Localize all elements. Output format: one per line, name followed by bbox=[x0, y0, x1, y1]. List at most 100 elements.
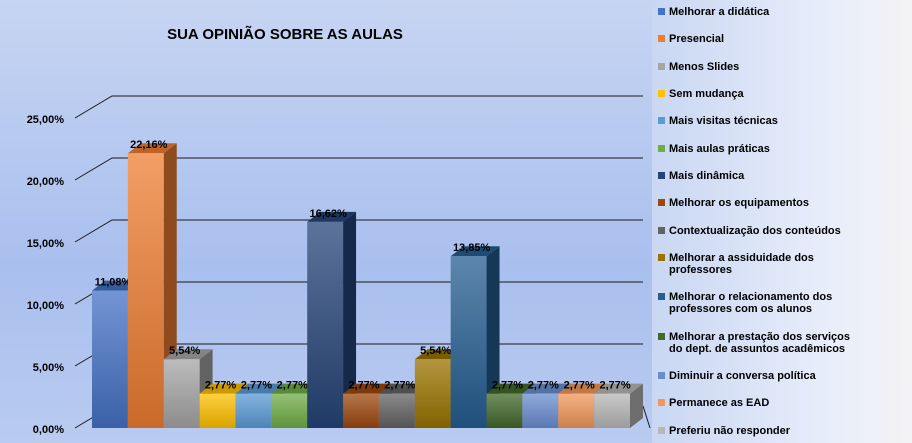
legend-swatch bbox=[658, 199, 665, 207]
plot: SUA OPINIÃO SOBRE AS AULAS 0,00% 5,00% 10,… bbox=[27, 25, 651, 436]
bar bbox=[558, 393, 595, 428]
bar bbox=[522, 393, 559, 428]
bar bbox=[163, 359, 200, 428]
legend-item: Melhorar a didática bbox=[658, 6, 912, 18]
legend-swatch bbox=[658, 399, 665, 407]
legend-item: Mais visitas técnicas bbox=[658, 115, 912, 127]
data-label: 2,77% bbox=[205, 380, 236, 392]
data-label: 2,77% bbox=[384, 380, 415, 392]
legend-swatch bbox=[658, 226, 665, 234]
data-label: 16,62% bbox=[309, 208, 347, 220]
legend-swatch bbox=[658, 172, 665, 180]
bar bbox=[127, 153, 164, 428]
legend-swatch bbox=[658, 144, 665, 152]
floor-edge bbox=[642, 405, 651, 429]
legend-swatch bbox=[658, 8, 665, 15]
data-label: 2,77% bbox=[492, 380, 523, 392]
bar-side bbox=[343, 211, 357, 428]
legend-item: Permanece as EAD bbox=[658, 397, 912, 409]
bar bbox=[414, 359, 451, 428]
bar-top bbox=[594, 383, 643, 394]
legend-item: Presencial bbox=[658, 33, 912, 45]
grid-line bbox=[74, 157, 643, 181]
bar bbox=[378, 393, 415, 428]
legend-label: Sem mudança bbox=[669, 88, 744, 101]
bar-top bbox=[163, 349, 213, 360]
legend-item: Melhorar a assiduidade dos professores bbox=[658, 252, 912, 276]
legend-label: Permanece as EAD bbox=[669, 397, 770, 410]
bar bbox=[307, 221, 344, 428]
legend-swatch bbox=[658, 293, 665, 301]
y-tick-label: 15,00% bbox=[27, 238, 65, 250]
legend-label: Diminuir a conversa política bbox=[669, 370, 816, 383]
bar-side bbox=[486, 246, 500, 428]
bar-top bbox=[522, 383, 572, 394]
legend-label: Melhorar a didática bbox=[669, 6, 770, 18]
legend-item: Sem mudança bbox=[658, 88, 912, 100]
y-tick-label: 25,00% bbox=[27, 114, 65, 126]
grid-line bbox=[74, 219, 643, 243]
legend-swatch bbox=[658, 90, 665, 98]
data-label: 5,54% bbox=[420, 345, 451, 357]
legend: Melhorar a didática Presencial Menos Slide… bbox=[652, 0, 912, 443]
legend-swatch bbox=[658, 35, 665, 43]
bar-top bbox=[235, 383, 285, 394]
legend-label: Mais aulas práticas bbox=[669, 142, 770, 155]
y-tick-label: 0,00% bbox=[33, 424, 64, 436]
bar-top bbox=[558, 383, 608, 394]
legend-swatch bbox=[658, 254, 665, 262]
legend-item: Preferiu não responder bbox=[658, 425, 912, 437]
data-label: 5,54% bbox=[169, 345, 200, 357]
bar-top bbox=[127, 143, 177, 154]
data-label: 2,77% bbox=[528, 380, 559, 392]
y-tick-label: 5,00% bbox=[33, 362, 64, 374]
legend-item: Melhorar os equipamentos bbox=[658, 197, 912, 209]
legend-label: Melhorar os equipamentos bbox=[669, 197, 809, 210]
bar bbox=[271, 393, 308, 428]
legend-label: Mais visitas técnicas bbox=[669, 115, 778, 128]
data-label: 22,16% bbox=[130, 139, 168, 151]
data-label: 2,77% bbox=[599, 380, 630, 392]
legend-swatch bbox=[658, 372, 665, 380]
bar-top bbox=[450, 246, 500, 257]
bar bbox=[199, 393, 236, 428]
data-label: 11,08% bbox=[95, 277, 132, 289]
legend-item: Mais aulas práticas bbox=[658, 143, 912, 155]
bar bbox=[92, 290, 128, 428]
legend-label: Melhorar o relacionamento dos professore… bbox=[669, 291, 833, 316]
legend-item: Melhorar a prestação dos serviços do dep… bbox=[658, 331, 912, 355]
legend-swatch bbox=[658, 426, 665, 434]
data-label: 2,77% bbox=[241, 380, 272, 392]
legend-label: Melhorar a prestação dos serviços do dep… bbox=[669, 330, 850, 355]
legend-item: Contextualização dos conteúdos bbox=[658, 225, 912, 237]
bar bbox=[594, 393, 630, 428]
bar bbox=[450, 256, 487, 428]
chart-title: SUA OPINIÃO SOBRE AS AULAS bbox=[167, 25, 403, 43]
legend-label: Menos Slides bbox=[669, 60, 740, 73]
legend-swatch bbox=[658, 62, 665, 70]
bar-top bbox=[307, 211, 357, 222]
y-tick-label: 20,00% bbox=[27, 176, 65, 188]
legend-label: Mais dinâmica bbox=[669, 170, 745, 183]
legend-swatch bbox=[658, 332, 665, 340]
legend-label: Preferiu não responder bbox=[669, 424, 791, 437]
y-tick-label: 10,00% bbox=[27, 300, 65, 312]
bar bbox=[235, 393, 272, 428]
legend-label: Melhorar a assiduidade dos professores bbox=[669, 252, 814, 277]
bar-top bbox=[486, 383, 536, 394]
legend-item: Menos Slides bbox=[658, 61, 912, 73]
legend-item: Diminuir a conversa política bbox=[658, 370, 912, 382]
data-label: 2,77% bbox=[564, 380, 595, 392]
bar bbox=[486, 393, 523, 428]
data-label: 13,85% bbox=[453, 242, 491, 254]
legend-item: Mais dinâmica bbox=[658, 170, 912, 182]
bar bbox=[343, 393, 379, 428]
legend-label: Presencial bbox=[669, 33, 725, 46]
bar-top bbox=[199, 383, 249, 394]
legend-swatch bbox=[658, 117, 665, 125]
legend-label: Contextualização dos conteúdos bbox=[669, 224, 841, 237]
bar-top bbox=[343, 383, 392, 394]
data-label: 2,77% bbox=[348, 380, 379, 392]
legend-item: Melhorar o relacionamento dos professore… bbox=[658, 291, 912, 315]
